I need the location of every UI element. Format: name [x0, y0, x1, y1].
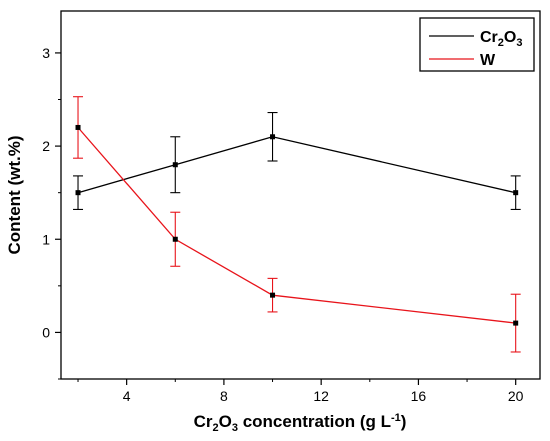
series-layer — [73, 96, 521, 353]
x-tick-label: 16 — [411, 388, 427, 404]
data-point — [513, 320, 519, 326]
data-point — [270, 134, 276, 140]
legend-label-cr2o3: Cr2O3 — [480, 29, 522, 49]
y-tick-label: 0 — [42, 324, 50, 340]
legend-box — [419, 17, 535, 72]
data-point — [75, 190, 81, 196]
plot-frame — [60, 10, 541, 380]
legend-label-w: W — [480, 52, 496, 69]
series-line — [77, 136, 516, 194]
data-point — [270, 292, 276, 298]
data-point — [172, 236, 178, 242]
data-point — [513, 190, 519, 196]
x-tick-label: 8 — [220, 388, 228, 404]
x-tick-label: 4 — [123, 388, 131, 404]
data-point — [172, 162, 178, 168]
x-tick-label: 12 — [313, 388, 329, 404]
y-tick-label: 1 — [42, 231, 50, 247]
series-1 — [73, 96, 521, 353]
x-axis-title: Cr2O3 concentration (g L-1) — [194, 412, 407, 434]
series-line — [77, 127, 516, 324]
legend: Cr2O3 W — [419, 17, 535, 72]
y-tick-label: 3 — [42, 45, 50, 61]
y-tick-label: 2 — [42, 138, 50, 154]
data-point — [75, 124, 81, 130]
x-tick-label: 20 — [508, 388, 524, 404]
series-0 — [73, 111, 521, 210]
y-axis-title: Content (wt.%) — [5, 136, 24, 255]
